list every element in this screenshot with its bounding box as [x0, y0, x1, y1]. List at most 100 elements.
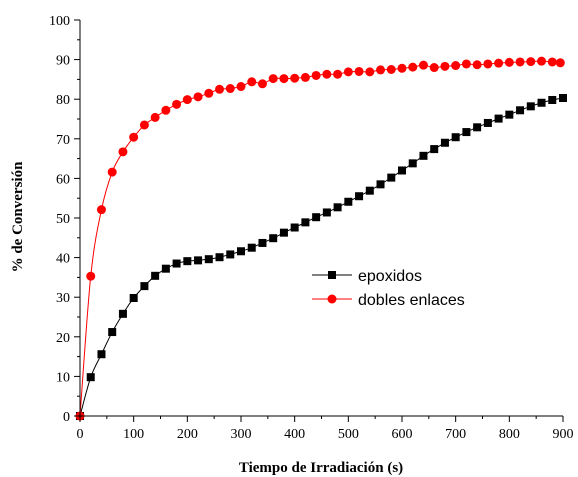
- data-point: [183, 257, 192, 266]
- data-point: [408, 62, 418, 72]
- data-point: [257, 79, 267, 89]
- x-tick-label: 500: [338, 427, 359, 442]
- data-point: [215, 84, 225, 94]
- series-dobles-enlaces: [75, 56, 565, 421]
- data-point: [365, 186, 374, 195]
- data-point: [461, 59, 471, 69]
- series-layer: [75, 56, 567, 421]
- data-point: [311, 70, 321, 80]
- y-tick-label: 0: [63, 410, 70, 425]
- data-point: [483, 118, 492, 127]
- data-point: [108, 328, 117, 337]
- data-point: [269, 234, 278, 243]
- data-point: [279, 228, 288, 237]
- data-point: [398, 166, 406, 175]
- data-point: [555, 58, 565, 68]
- legend-label: dobles enlaces: [358, 292, 465, 309]
- data-point: [215, 253, 224, 262]
- data-point: [333, 69, 343, 79]
- y-axis-title: % de Conversión: [10, 161, 26, 272]
- data-point: [204, 88, 214, 98]
- data-point: [312, 213, 321, 222]
- data-point: [451, 133, 460, 142]
- x-tick-label: 800: [499, 427, 520, 442]
- data-point: [494, 58, 504, 68]
- data-point: [118, 147, 128, 157]
- data-point: [290, 223, 299, 232]
- data-point: [548, 95, 557, 104]
- y-tick-label: 30: [56, 291, 70, 306]
- data-point: [397, 63, 407, 73]
- data-point: [429, 63, 439, 73]
- data-point: [139, 120, 149, 130]
- data-point: [440, 61, 450, 71]
- series-epoxidos: [76, 94, 567, 420]
- data-point: [172, 99, 182, 109]
- data-point: [355, 192, 364, 201]
- data-point: [559, 94, 567, 103]
- x-axis-title: Tiempo de Irradiación (s): [239, 460, 403, 476]
- data-point: [96, 205, 106, 215]
- data-point: [430, 145, 439, 154]
- data-point: [408, 159, 417, 168]
- legend: epoxidos dobles enlaces: [312, 268, 465, 309]
- data-point: [268, 74, 278, 84]
- data-point: [505, 110, 514, 119]
- data-point: [418, 60, 428, 70]
- series-line: [79, 97, 564, 417]
- x-tick-label: 300: [231, 427, 252, 442]
- data-point: [129, 132, 139, 142]
- legend-label: epoxidos: [358, 268, 422, 285]
- data-point: [483, 59, 493, 69]
- data-point: [204, 255, 213, 264]
- data-point: [504, 57, 514, 67]
- y-tick-label: 100: [49, 14, 70, 29]
- data-point: [290, 73, 300, 83]
- data-point: [193, 92, 203, 102]
- data-point: [494, 114, 503, 123]
- data-point: [236, 82, 246, 92]
- data-point: [118, 309, 127, 318]
- data-point: [86, 373, 95, 382]
- data-point: [387, 173, 396, 182]
- y-tick-label: 70: [56, 133, 70, 148]
- data-point: [462, 128, 471, 137]
- data-point: [97, 350, 106, 359]
- data-point: [247, 243, 256, 252]
- data-point: [343, 67, 353, 77]
- x-tick-label: 900: [553, 427, 574, 442]
- data-point: [515, 57, 525, 67]
- data-point: [365, 67, 375, 77]
- y-tick-label: 50: [56, 212, 70, 227]
- data-point: [140, 282, 149, 291]
- data-point: [172, 259, 181, 268]
- y-tick-label: 10: [56, 370, 70, 385]
- data-point: [526, 102, 535, 111]
- data-point: [473, 123, 482, 132]
- y-tick-label: 90: [56, 54, 70, 69]
- data-point: [107, 167, 117, 177]
- data-point: [225, 84, 235, 94]
- y-tick-label: 40: [56, 252, 70, 267]
- data-point: [354, 66, 364, 76]
- legend-marker: [327, 294, 337, 304]
- x-tick-label: 700: [445, 427, 466, 442]
- data-point: [247, 77, 257, 87]
- data-point: [472, 60, 482, 70]
- data-point: [300, 72, 310, 82]
- data-point: [376, 180, 385, 189]
- data-point: [151, 271, 160, 280]
- legend-marker: [328, 271, 336, 279]
- data-point: [419, 151, 428, 160]
- data-point: [301, 218, 310, 227]
- data-point: [322, 69, 332, 79]
- data-point: [451, 61, 461, 71]
- data-point: [526, 57, 536, 67]
- data-point: [322, 208, 331, 217]
- data-point: [333, 203, 342, 212]
- y-tick-label: 60: [56, 172, 70, 187]
- data-point: [547, 57, 557, 67]
- data-point: [386, 65, 396, 74]
- data-point: [516, 106, 525, 115]
- data-point: [376, 65, 386, 75]
